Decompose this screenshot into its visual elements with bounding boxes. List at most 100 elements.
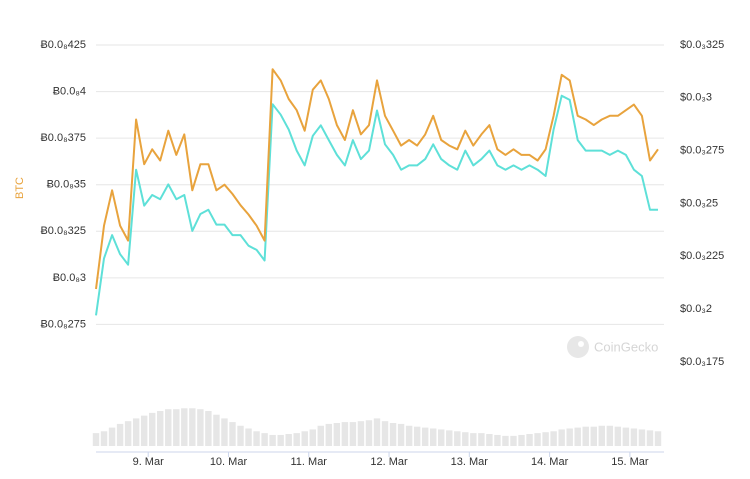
volume-bar xyxy=(261,433,268,446)
volume-bar xyxy=(470,433,477,446)
volume-bar xyxy=(140,415,148,446)
y-tick-label: Ƀ0.0₈4 xyxy=(53,85,86,97)
volume-bar xyxy=(462,432,469,446)
volume-bar xyxy=(526,434,533,446)
volume-bar xyxy=(197,409,204,446)
volume-bar xyxy=(181,408,188,446)
volume-bar xyxy=(148,412,156,446)
volume-bar xyxy=(213,414,220,446)
x-tick-label: 9. Mar xyxy=(133,456,165,468)
volume-bar xyxy=(638,429,646,446)
volume-bar xyxy=(132,418,140,446)
volume-bar xyxy=(253,431,260,446)
y-tick-label: Ƀ0.0₈275 xyxy=(40,318,86,330)
volume-bar xyxy=(116,423,124,446)
y-axis-label: BTC xyxy=(14,177,26,199)
volume-bar xyxy=(92,433,100,446)
volume-bar xyxy=(309,429,316,446)
y2-tick-label: $0.0₃3 xyxy=(680,92,712,104)
volume-bar xyxy=(446,430,453,446)
series-line xyxy=(95,68,659,290)
volume-bar xyxy=(357,421,365,446)
y-tick-label: Ƀ0.0₈375 xyxy=(40,132,86,144)
volume-bar xyxy=(237,425,244,446)
volume-bar xyxy=(285,434,292,446)
x-tick-label: 14. Mar xyxy=(531,456,569,468)
watermark-logo xyxy=(567,336,589,358)
series-line xyxy=(95,94,658,316)
volume-bar xyxy=(438,429,445,446)
y2-tick-label: $0.0₃175 xyxy=(680,356,724,368)
volume-bar xyxy=(229,422,236,446)
volume-bar xyxy=(381,421,389,446)
volume-bar xyxy=(205,411,212,446)
plot: Ƀ0.0₈425 Ƀ0.0₈4 Ƀ0.0₈375 Ƀ0.0₈35 Ƀ0.0₈325 Ƀ0.… xyxy=(40,39,724,468)
y2-tick-label: $0.0₃325 xyxy=(680,39,724,51)
volume-bar xyxy=(389,423,397,446)
volume-bar xyxy=(502,435,509,446)
x-tick-label: 13. Mar xyxy=(451,456,489,468)
volume-bar xyxy=(558,429,565,446)
volume-bar xyxy=(550,431,557,446)
volume-bar xyxy=(646,430,654,446)
volume-bar xyxy=(429,428,437,446)
volume-bar xyxy=(277,434,284,446)
y2-tick-label: $0.0₃275 xyxy=(680,145,724,157)
x-tick-label: 10. Mar xyxy=(210,456,248,468)
volume-bar xyxy=(494,434,501,446)
volume-bar xyxy=(405,425,413,446)
x-tick-label: 11. Mar xyxy=(291,456,328,468)
volume-bar xyxy=(614,426,622,446)
volume-bar xyxy=(606,425,614,446)
y-tick-label: Ƀ0.0₈35 xyxy=(47,179,86,191)
volume-bar xyxy=(486,434,493,446)
volume-bar xyxy=(542,432,549,446)
volume-bar xyxy=(333,423,341,446)
volume-bar xyxy=(269,434,276,446)
volume-bar xyxy=(518,434,525,446)
volume-bar xyxy=(293,433,300,446)
volume-bar xyxy=(221,418,228,446)
x-tick-label: 12. Mar xyxy=(370,456,408,468)
volume-bar xyxy=(421,427,429,446)
volume-bar xyxy=(534,433,541,446)
volume-bar xyxy=(478,433,485,446)
y2-tick-label: $0.0₃225 xyxy=(680,250,724,262)
volume-bar xyxy=(590,426,597,446)
watermark: CoinGecko xyxy=(567,336,658,358)
volume-bar xyxy=(301,431,308,446)
volume-bar xyxy=(317,425,325,446)
volume-bar xyxy=(245,428,252,446)
volume-bar xyxy=(365,420,373,446)
volume-bar xyxy=(574,427,581,446)
volume-bar xyxy=(100,431,108,446)
volume-bar xyxy=(325,423,333,446)
x-tick-label: 15. Mar xyxy=(611,456,649,468)
volume-bar xyxy=(566,428,573,446)
volume-bar xyxy=(654,431,662,446)
volume-bar xyxy=(622,427,630,446)
y-tick-label: Ƀ0.0₈325 xyxy=(40,225,86,237)
volume-bar xyxy=(108,427,116,446)
volume-bar xyxy=(454,431,461,446)
y2-tick-label: $0.0₃2 xyxy=(680,303,712,315)
volume-bar xyxy=(373,418,381,446)
volume-bar xyxy=(124,421,132,446)
y-tick-label: Ƀ0.0₈425 xyxy=(40,39,86,51)
volume-bar xyxy=(173,409,180,446)
volume-bar xyxy=(189,408,196,446)
volume-bar xyxy=(397,423,405,446)
volume-bar xyxy=(165,409,172,446)
volume-bar xyxy=(510,435,517,446)
volume-bar xyxy=(341,422,349,446)
watermark-text: CoinGecko xyxy=(594,339,658,354)
y2-tick-label: $0.0₃25 xyxy=(680,197,718,209)
volume-bar xyxy=(630,428,638,446)
volume-bar xyxy=(582,426,589,446)
y-tick-label: Ƀ0.0₈3 xyxy=(53,272,86,284)
volume-bar xyxy=(413,426,421,446)
volume-bar xyxy=(157,411,164,446)
volume-bar xyxy=(598,425,606,446)
volume-bar xyxy=(349,422,357,446)
